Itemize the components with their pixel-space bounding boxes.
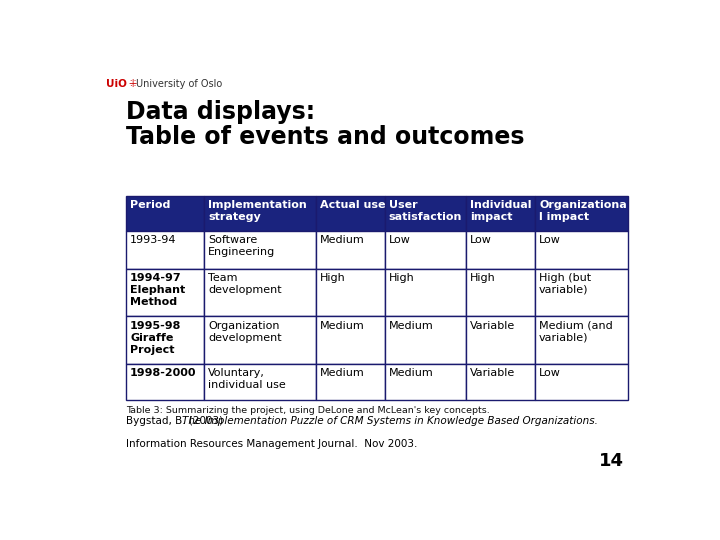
Bar xyxy=(385,364,466,400)
Text: Medium: Medium xyxy=(320,321,364,330)
Text: Implementation
strategy: Implementation strategy xyxy=(208,200,307,222)
Text: Medium: Medium xyxy=(389,368,433,379)
Bar xyxy=(126,316,204,364)
Bar xyxy=(466,196,535,231)
Bar xyxy=(385,316,466,364)
Text: Period: Period xyxy=(130,200,171,210)
Bar xyxy=(204,268,316,316)
Text: Bygstad, B. (2003): Bygstad, B. (2003) xyxy=(126,416,227,426)
Text: Low: Low xyxy=(470,235,492,245)
Text: Medium: Medium xyxy=(389,321,433,330)
Text: ⁜: ⁜ xyxy=(128,79,136,89)
Text: High: High xyxy=(320,273,346,283)
Text: Medium: Medium xyxy=(320,368,364,379)
Bar xyxy=(466,316,535,364)
Bar xyxy=(204,316,316,364)
Text: Team
development: Team development xyxy=(208,273,282,295)
Bar xyxy=(126,268,204,316)
Bar xyxy=(535,268,629,316)
Text: Medium (and
variable): Medium (and variable) xyxy=(539,321,613,342)
Text: University of Oslo: University of Oslo xyxy=(136,79,222,89)
Text: The Implementation Puzzle of CRM Systems in Knowledge Based Organizations.: The Implementation Puzzle of CRM Systems… xyxy=(182,416,598,426)
Bar xyxy=(126,364,204,400)
Text: Individual
impact: Individual impact xyxy=(470,200,531,222)
Bar xyxy=(316,364,385,400)
Text: 1998-2000: 1998-2000 xyxy=(130,368,197,379)
Text: Variable: Variable xyxy=(470,368,516,379)
Bar xyxy=(535,316,629,364)
Bar xyxy=(466,231,535,268)
Bar xyxy=(316,196,385,231)
Text: High (but
variable): High (but variable) xyxy=(539,273,591,295)
Text: Table of events and outcomes: Table of events and outcomes xyxy=(126,125,525,149)
Text: Low: Low xyxy=(539,235,561,245)
Bar xyxy=(385,268,466,316)
Text: Software
Engineering: Software Engineering xyxy=(208,235,276,257)
Bar xyxy=(535,231,629,268)
Bar xyxy=(316,316,385,364)
Bar xyxy=(316,268,385,316)
Bar xyxy=(126,231,204,268)
Text: Organization
development: Organization development xyxy=(208,321,282,342)
Text: 1995-98
Giraffe
Project: 1995-98 Giraffe Project xyxy=(130,321,181,355)
Text: 14: 14 xyxy=(599,452,624,470)
Bar xyxy=(535,196,629,231)
Bar xyxy=(535,364,629,400)
Text: Information Resources Management Journal.  Nov 2003.: Information Resources Management Journal… xyxy=(126,439,418,449)
Bar xyxy=(385,196,466,231)
Bar xyxy=(126,196,204,231)
Text: Low: Low xyxy=(389,235,410,245)
Text: Actual use: Actual use xyxy=(320,200,385,210)
Text: Medium: Medium xyxy=(320,235,364,245)
Bar xyxy=(204,364,316,400)
Bar xyxy=(204,231,316,268)
Text: 1994-97
Elephant
Method: 1994-97 Elephant Method xyxy=(130,273,186,307)
Text: Variable: Variable xyxy=(470,321,516,330)
Text: User
satisfaction: User satisfaction xyxy=(389,200,462,222)
Text: High: High xyxy=(389,273,415,283)
Bar xyxy=(385,231,466,268)
Text: 1993-94: 1993-94 xyxy=(130,235,176,245)
Bar xyxy=(316,231,385,268)
Text: High: High xyxy=(470,273,496,283)
Bar xyxy=(466,268,535,316)
Text: Organizationa
l impact: Organizationa l impact xyxy=(539,200,627,222)
Bar xyxy=(466,364,535,400)
Text: Voluntary,
individual use: Voluntary, individual use xyxy=(208,368,286,390)
Text: UiO: UiO xyxy=(106,79,127,89)
Text: Table 3: Summarizing the project, using DeLone and McLean's key concepts.: Table 3: Summarizing the project, using … xyxy=(126,406,490,415)
Text: Data displays:: Data displays: xyxy=(126,100,315,124)
Text: Low: Low xyxy=(539,368,561,379)
Bar xyxy=(204,196,316,231)
